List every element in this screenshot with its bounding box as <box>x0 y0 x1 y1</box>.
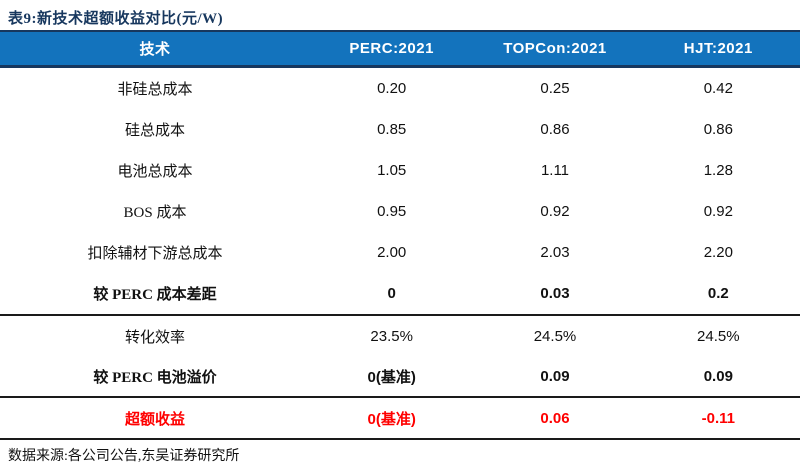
cell-topcon: 0.06 <box>540 409 570 427</box>
row-label: 较 PERC 成本差距 <box>93 287 217 303</box>
table-bottom-border <box>0 438 800 440</box>
cell-hjt: 2.20 <box>703 244 733 261</box>
cell-perc: 0 <box>387 285 396 302</box>
cell-hjt: 0.09 <box>703 367 733 385</box>
cell-topcon: 0.86 <box>540 121 570 138</box>
cell-hjt: -0.11 <box>701 409 735 427</box>
section-divider <box>0 314 800 316</box>
cell-topcon: 2.03 <box>540 244 570 261</box>
cell-perc: 0.20 <box>377 80 407 97</box>
cell-topcon: 0.09 <box>540 367 570 385</box>
cell-topcon: 0.92 <box>540 203 570 220</box>
cell-topcon: 0.03 <box>540 285 570 302</box>
cell-perc: 0(基准) <box>367 410 416 428</box>
cell-hjt: 0.92 <box>703 203 733 220</box>
cell-perc: 2.00 <box>377 244 407 261</box>
cell-perc: 0.95 <box>377 203 407 220</box>
cell-hjt: 24.5% <box>697 327 740 345</box>
cell-hjt: 1.28 <box>703 162 733 179</box>
table-row-cost-gap-vs-perc: 较 PERC 成本差距 0 0.03 0.2 <box>0 273 800 314</box>
table-row-conversion-efficiency: 转化效率 23.5% 24.5% 24.5% <box>0 316 800 356</box>
section-divider <box>0 396 800 398</box>
table-row-non-silicon-cost: 非硅总成本 0.20 0.25 0.42 <box>0 68 800 109</box>
table-row-excess-return: 超额收益 0(基准) 0.06 -0.11 <box>0 398 800 438</box>
table-title: 表9:新技术超额收益对比(元/W) <box>8 11 224 27</box>
data-source-note: 数据来源:各公司公告,东吴证券研究所 <box>8 449 240 463</box>
cell-topcon: 24.5% <box>533 327 577 345</box>
cell-topcon: 1.11 <box>540 162 570 179</box>
cell-perc: 1.05 <box>377 162 407 179</box>
column-header-hjt: HJT:2021 <box>683 40 753 57</box>
row-label: 电池总成本 <box>117 164 193 180</box>
row-label: 扣除辅材下游总成本 <box>87 246 223 262</box>
table-row-bos-cost: BOS 成本 0.95 0.92 0.92 <box>0 191 800 232</box>
row-label: 较 PERC 电池溢价 <box>93 369 217 386</box>
row-label: 转化效率 <box>124 329 185 346</box>
cell-perc: 0(基准) <box>367 368 416 386</box>
cell-topcon: 0.25 <box>540 80 570 97</box>
table-body: 非硅总成本 0.20 0.25 0.42 硅总成本 0.85 0.86 0.86… <box>0 68 800 440</box>
table-header-row: 技术 PERC:2021 TOPCon:2021 HJT:2021 <box>0 30 800 68</box>
cell-hjt: 0.2 <box>707 285 729 302</box>
row-label: BOS 成本 <box>123 205 187 221</box>
column-header-topcon: TOPCon:2021 <box>503 40 607 57</box>
table-row-cell-premium-vs-perc: 较 PERC 电池溢价 0(基准) 0.09 0.09 <box>0 356 800 396</box>
cell-perc: 23.5% <box>370 327 413 345</box>
row-label: 非硅总成本 <box>117 82 193 98</box>
cell-perc: 0.85 <box>377 121 407 138</box>
column-header-perc: PERC:2021 <box>349 40 434 57</box>
row-label: 超额收益 <box>124 411 185 428</box>
table-row-total-cost-excl-downstream: 扣除辅材下游总成本 2.00 2.03 2.20 <box>0 232 800 273</box>
table-row-silicon-cost: 硅总成本 0.85 0.86 0.86 <box>0 109 800 150</box>
column-header-technology: 技术 <box>139 41 171 58</box>
row-label: 硅总成本 <box>124 123 185 139</box>
cell-hjt: 0.86 <box>703 121 733 138</box>
cell-hjt: 0.42 <box>703 80 733 97</box>
table-row-cell-total-cost: 电池总成本 1.05 1.11 1.28 <box>0 150 800 191</box>
